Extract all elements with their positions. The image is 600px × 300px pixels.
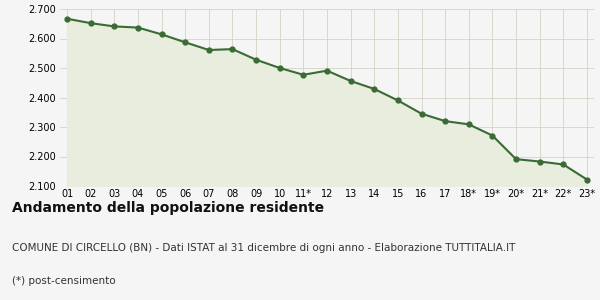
Text: Andamento della popolazione residente: Andamento della popolazione residente: [12, 201, 324, 215]
Text: COMUNE DI CIRCELLO (BN) - Dati ISTAT al 31 dicembre di ogni anno - Elaborazione : COMUNE DI CIRCELLO (BN) - Dati ISTAT al …: [12, 243, 515, 253]
Text: (*) post-censimento: (*) post-censimento: [12, 276, 116, 286]
